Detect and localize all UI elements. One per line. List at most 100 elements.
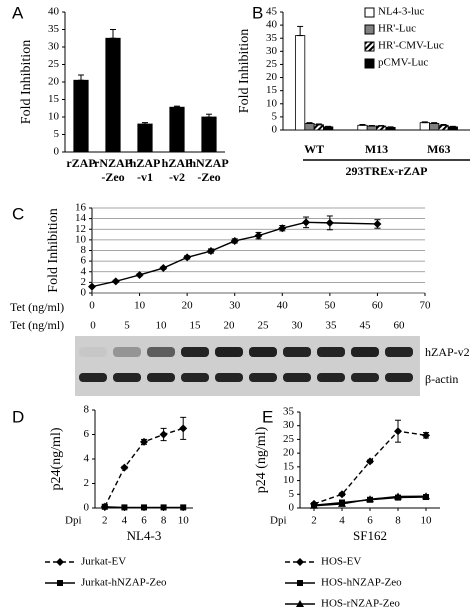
blot-band bbox=[113, 347, 141, 357]
x-tick-label: 50 bbox=[324, 300, 336, 312]
bar bbox=[295, 35, 306, 131]
y-tick-label: 0 bbox=[54, 146, 60, 158]
marker bbox=[111, 277, 120, 286]
blot-band bbox=[147, 347, 175, 357]
marker bbox=[183, 253, 192, 262]
x-tick-label: 40 bbox=[277, 300, 289, 312]
y-tick-label: 10 bbox=[266, 97, 278, 109]
x-tick-label: 4 bbox=[122, 515, 128, 527]
marker bbox=[140, 437, 148, 446]
legend-swatch bbox=[364, 58, 375, 69]
x-tick-label: rNZAP bbox=[94, 156, 132, 170]
marker bbox=[120, 463, 129, 472]
blot-band bbox=[215, 373, 243, 382]
x-axis-label: Tet (ng/ml) bbox=[10, 300, 64, 314]
marker bbox=[325, 218, 334, 227]
marker bbox=[394, 492, 402, 500]
blot-row-label: β-actin bbox=[425, 372, 458, 386]
y-tick-label: 0 bbox=[289, 502, 295, 514]
bar bbox=[438, 124, 449, 131]
panel-label: B bbox=[252, 3, 263, 22]
marker bbox=[296, 600, 304, 607]
y-tick-label: 4 bbox=[84, 453, 90, 465]
y-tick-label: 35 bbox=[283, 406, 295, 418]
y-tick-label: 5 bbox=[54, 128, 60, 140]
x-tick-label: 10 bbox=[421, 515, 433, 527]
y-tick-label: 25 bbox=[283, 433, 295, 445]
marker bbox=[278, 224, 287, 233]
y-tick-label: 10 bbox=[48, 111, 60, 123]
marker bbox=[302, 218, 311, 227]
marker bbox=[338, 499, 346, 507]
legend-swatch bbox=[364, 24, 375, 35]
x-tick-label: -v1 bbox=[137, 170, 153, 184]
y-tick-label: 2 bbox=[81, 276, 87, 288]
legend-label: HR'-Luc bbox=[378, 23, 416, 35]
marker bbox=[159, 264, 168, 273]
marker bbox=[366, 495, 374, 503]
legend-label: HR'-CMV-Luc bbox=[378, 40, 444, 52]
x-tick-label: 6 bbox=[141, 515, 147, 527]
y-tick-label: 8 bbox=[81, 244, 87, 256]
y-tick-label: 2 bbox=[84, 477, 90, 489]
x-tick-label: -Zeo bbox=[197, 170, 220, 184]
line bbox=[313, 430, 427, 505]
lane-label: 0 bbox=[90, 320, 96, 332]
x-tick-label: 8 bbox=[395, 515, 401, 527]
bar bbox=[376, 125, 387, 131]
x-axis-label: NL4-3 bbox=[127, 528, 162, 543]
y-tick-label: 30 bbox=[48, 41, 60, 53]
y-tick-label: 6 bbox=[81, 255, 87, 267]
marker bbox=[422, 492, 430, 500]
marker bbox=[160, 504, 167, 511]
x-tick-label: 8 bbox=[161, 515, 167, 527]
x-tick-label: rZAP bbox=[66, 156, 95, 170]
lane-label: 25 bbox=[258, 320, 270, 332]
blot-band bbox=[113, 373, 141, 382]
marker bbox=[101, 503, 108, 510]
y-tick-label: 10 bbox=[75, 233, 87, 245]
blot-band bbox=[147, 373, 175, 382]
x-tick-label: hNZAP bbox=[189, 156, 228, 170]
legend-label: HOS-EV bbox=[321, 556, 361, 568]
blot-band bbox=[181, 347, 209, 357]
blot-band bbox=[249, 373, 277, 382]
x-tick-label: 70 bbox=[420, 300, 432, 312]
lane-label: 45 bbox=[360, 320, 372, 332]
marker bbox=[121, 504, 128, 511]
marker bbox=[394, 427, 402, 436]
y-tick-label: 12 bbox=[75, 223, 86, 235]
blot-band bbox=[283, 347, 311, 357]
x-tick-label: -Zeo bbox=[101, 170, 124, 184]
marker bbox=[422, 431, 430, 440]
panel-label: D bbox=[12, 407, 24, 426]
y-tick-label: 10 bbox=[283, 474, 295, 486]
x-tick-label: M63 bbox=[427, 142, 450, 156]
x-tick-label: M13 bbox=[365, 142, 388, 156]
lane-label: 35 bbox=[326, 320, 338, 332]
bar bbox=[366, 125, 377, 131]
group-label: 293TREx-rZAP bbox=[346, 164, 428, 178]
blot-band bbox=[181, 373, 209, 382]
y-tick-label: 5 bbox=[289, 488, 295, 500]
x-tick-label: 10 bbox=[134, 300, 146, 312]
y-tick-label: 45 bbox=[266, 6, 278, 18]
x-tick-label: -v2 bbox=[169, 170, 185, 184]
blot-band bbox=[79, 373, 107, 382]
lane-label: 60 bbox=[394, 320, 406, 332]
x-tick-label: 30 bbox=[229, 300, 241, 312]
marker bbox=[180, 504, 187, 511]
x-tick-title: Dpi bbox=[65, 515, 82, 527]
y-axis-label: Fold Inhibition bbox=[19, 40, 34, 124]
x-tick-label: 10 bbox=[178, 515, 190, 527]
y-tick-label: 4 bbox=[81, 265, 87, 277]
x-tick-label: 6 bbox=[367, 515, 373, 527]
bar bbox=[419, 122, 430, 131]
x-tick-label: 2 bbox=[102, 515, 108, 527]
marker bbox=[56, 558, 64, 566]
x-tick-label: hZAP bbox=[130, 156, 161, 170]
legend-label: HOS-hNZAP-Zeo bbox=[321, 577, 402, 589]
y-tick-label: 0 bbox=[81, 287, 87, 299]
y-tick-label: 6 bbox=[84, 428, 90, 440]
